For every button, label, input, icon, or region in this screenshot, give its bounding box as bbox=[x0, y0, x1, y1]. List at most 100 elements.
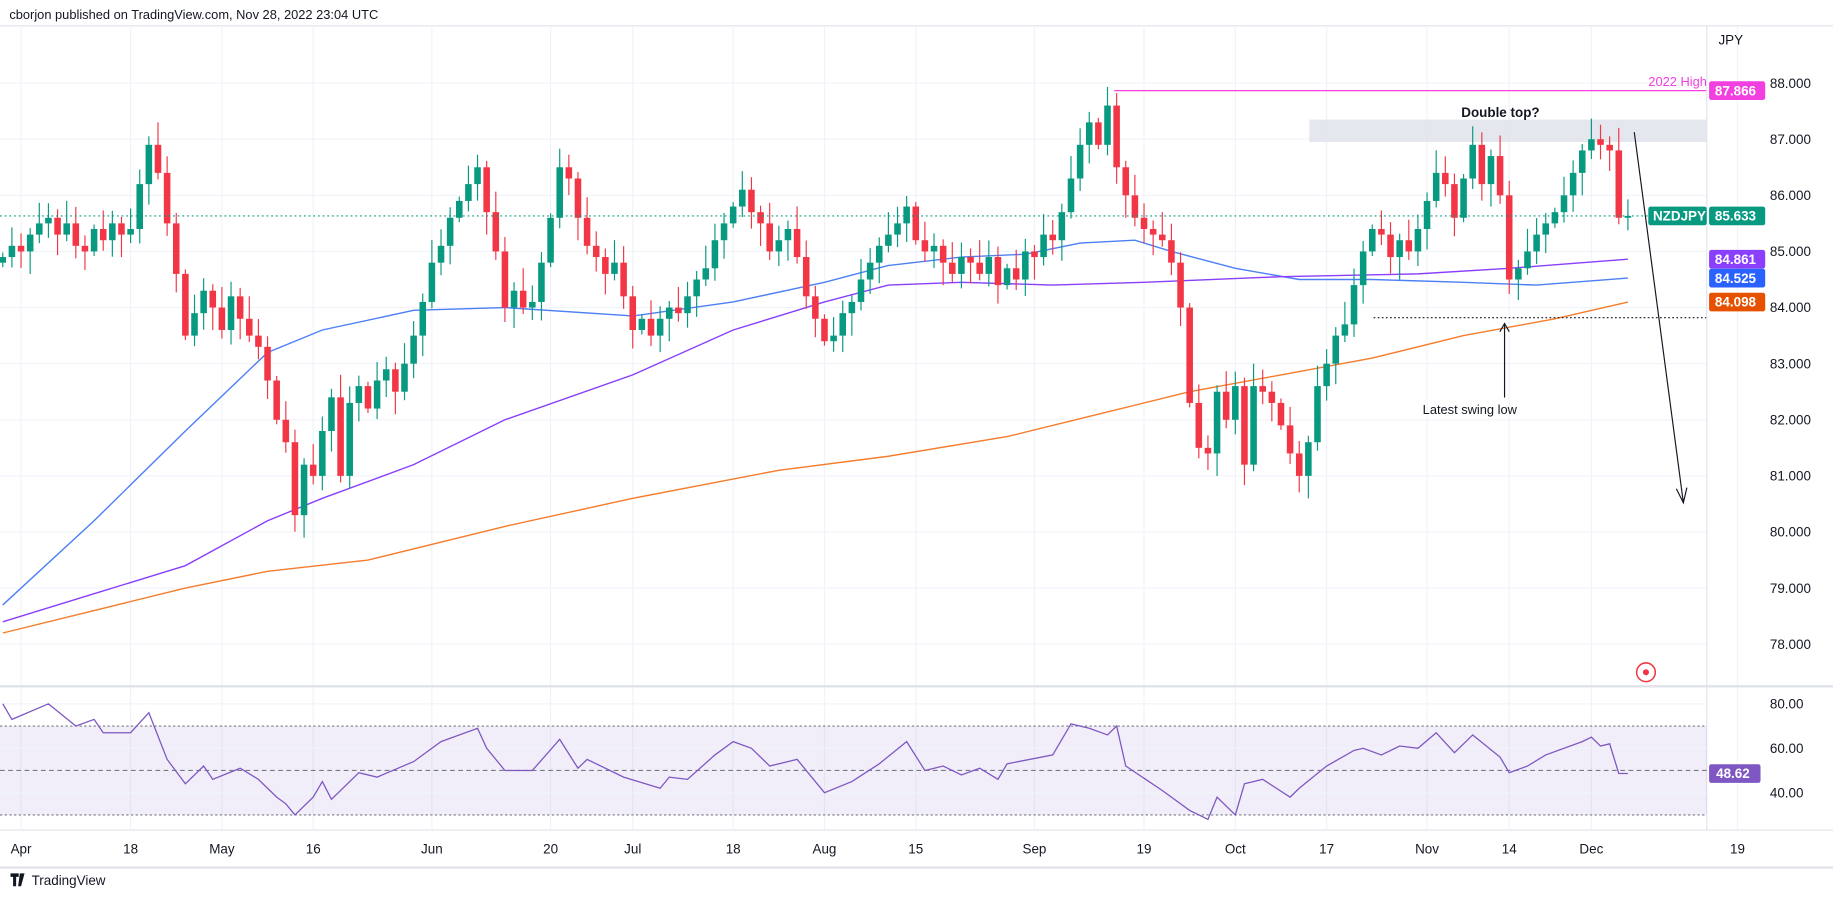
candle[interactable] bbox=[1451, 173, 1458, 237]
candle[interactable] bbox=[401, 343, 408, 401]
candle[interactable] bbox=[419, 293, 427, 357]
candle[interactable] bbox=[510, 282, 518, 329]
candle[interactable] bbox=[282, 401, 290, 453]
candle[interactable] bbox=[465, 165, 472, 212]
candle[interactable] bbox=[702, 245, 710, 286]
alert-marker-icon[interactable] bbox=[1635, 662, 1657, 683]
candle[interactable] bbox=[739, 171, 746, 218]
candle[interactable] bbox=[392, 362, 399, 415]
candle[interactable] bbox=[1551, 207, 1559, 228]
candle[interactable] bbox=[675, 287, 682, 322]
candle[interactable] bbox=[154, 122, 162, 180]
candle[interactable] bbox=[1578, 143, 1586, 196]
candle[interactable] bbox=[620, 246, 627, 309]
candle[interactable] bbox=[437, 229, 445, 276]
candle[interactable] bbox=[1305, 435, 1312, 499]
candle[interactable] bbox=[300, 458, 308, 538]
candle[interactable] bbox=[209, 284, 217, 331]
candle[interactable] bbox=[163, 156, 171, 236]
candle[interactable] bbox=[1140, 203, 1148, 244]
candle[interactable] bbox=[885, 212, 892, 253]
candle[interactable] bbox=[1460, 174, 1467, 223]
candle[interactable] bbox=[866, 248, 874, 295]
candle[interactable] bbox=[1067, 155, 1075, 219]
candle[interactable] bbox=[875, 237, 883, 284]
candle[interactable] bbox=[1478, 132, 1486, 201]
double-top-zone[interactable] bbox=[1309, 119, 1707, 143]
candle[interactable] bbox=[994, 246, 1002, 304]
candle[interactable] bbox=[921, 221, 929, 262]
candle[interactable] bbox=[81, 235, 89, 270]
candle[interactable] bbox=[1414, 214, 1422, 266]
candle[interactable] bbox=[0, 252, 7, 268]
candle[interactable] bbox=[1323, 349, 1330, 401]
candle[interactable] bbox=[1113, 93, 1120, 184]
candle[interactable] bbox=[172, 212, 180, 293]
candle[interactable] bbox=[1487, 149, 1495, 207]
candle[interactable] bbox=[775, 225, 783, 266]
candle[interactable] bbox=[118, 216, 125, 258]
candle[interactable] bbox=[611, 240, 618, 281]
candle[interactable] bbox=[629, 285, 637, 349]
candle[interactable] bbox=[958, 242, 965, 289]
candle[interactable] bbox=[45, 203, 52, 238]
candle[interactable] bbox=[583, 197, 591, 255]
candle[interactable] bbox=[90, 224, 98, 256]
candle[interactable] bbox=[410, 321, 417, 379]
candle[interactable] bbox=[930, 233, 938, 268]
candle[interactable] bbox=[711, 223, 719, 281]
candle[interactable] bbox=[647, 300, 655, 347]
candle[interactable] bbox=[1423, 192, 1431, 250]
candle[interactable] bbox=[1588, 118, 1595, 159]
candle[interactable] bbox=[1533, 218, 1540, 264]
candle[interactable] bbox=[766, 202, 773, 260]
candle[interactable] bbox=[1368, 224, 1376, 256]
candle[interactable] bbox=[1396, 233, 1403, 280]
candle[interactable] bbox=[1085, 111, 1093, 164]
candle[interactable] bbox=[1076, 128, 1084, 191]
candle[interactable] bbox=[912, 202, 920, 245]
candle[interactable] bbox=[556, 148, 563, 229]
candle[interactable] bbox=[1250, 363, 1257, 472]
candle[interactable] bbox=[976, 240, 983, 281]
candle[interactable] bbox=[136, 169, 144, 244]
candle[interactable] bbox=[684, 281, 691, 328]
candle[interactable] bbox=[218, 287, 226, 339]
candle[interactable] bbox=[1259, 369, 1266, 405]
candle[interactable] bbox=[1405, 219, 1413, 260]
candle[interactable] bbox=[246, 296, 253, 343]
candle[interactable] bbox=[1569, 160, 1577, 212]
candle[interactable] bbox=[538, 252, 545, 321]
down-arrow[interactable] bbox=[1633, 132, 1684, 503]
candle[interactable] bbox=[145, 136, 153, 205]
candle[interactable] bbox=[949, 242, 956, 283]
candle[interactable] bbox=[1003, 263, 1011, 290]
candle[interactable] bbox=[382, 356, 390, 398]
candle[interactable] bbox=[720, 212, 728, 259]
candle[interactable] bbox=[1624, 199, 1632, 231]
candle[interactable] bbox=[1131, 174, 1139, 227]
candle[interactable] bbox=[1222, 371, 1230, 429]
candle[interactable] bbox=[109, 210, 116, 257]
candle[interactable] bbox=[1359, 240, 1367, 304]
candle[interactable] bbox=[346, 386, 353, 489]
time-axis[interactable]: Apr 18 May 16 Jun 20 Jul 18 Aug 15 Sep 19 Oct 17 Nov 14… bbox=[11, 841, 1745, 856]
candle[interactable] bbox=[1542, 212, 1550, 254]
candle[interactable] bbox=[848, 295, 856, 336]
candle[interactable] bbox=[812, 285, 819, 338]
candle[interactable] bbox=[17, 233, 25, 268]
candle[interactable] bbox=[1524, 228, 1531, 275]
candle[interactable] bbox=[784, 220, 792, 261]
candle[interactable] bbox=[328, 388, 335, 452]
candle[interactable] bbox=[36, 202, 43, 244]
candle[interactable] bbox=[200, 278, 207, 330]
candle[interactable] bbox=[63, 200, 70, 242]
candle[interactable] bbox=[182, 269, 189, 341]
candle[interactable] bbox=[1469, 126, 1476, 189]
candle[interactable] bbox=[255, 319, 262, 360]
candle[interactable] bbox=[1606, 136, 1613, 171]
candle[interactable] bbox=[428, 240, 436, 309]
candle[interactable] bbox=[456, 196, 463, 223]
candle[interactable] bbox=[547, 213, 554, 268]
